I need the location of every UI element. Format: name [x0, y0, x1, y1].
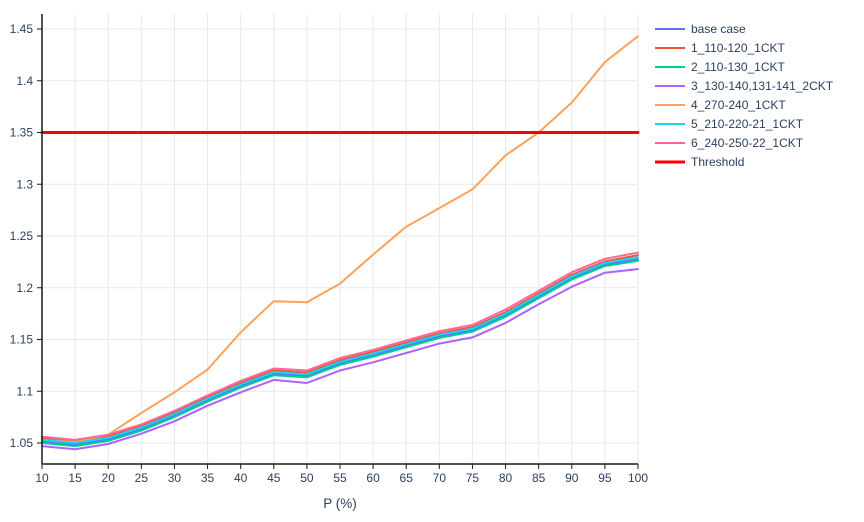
legend-label-2: 2_110-130_1CKT	[691, 60, 786, 74]
legend-item-7[interactable]: Threshold	[655, 155, 744, 169]
legend-label-6: 6_240-250-22_1CKT	[691, 136, 804, 150]
x-tick-label: 30	[168, 471, 182, 485]
x-tick-label: 25	[135, 471, 149, 485]
x-tick-label: 20	[102, 471, 116, 485]
y-tick-label: 1.1	[16, 384, 33, 398]
y-tick-label: 1.3	[16, 177, 33, 191]
series-line-5[interactable]	[41, 256, 639, 444]
x-tick-label: 65	[400, 471, 414, 485]
legend-item-3[interactable]: 3_130-140,131-141_2CKT	[655, 79, 834, 93]
x-tick-label: 45	[267, 471, 281, 485]
x-tick-label: 15	[68, 471, 82, 485]
x-tick-label: 70	[433, 471, 447, 485]
y-tick-label: 1.35	[10, 126, 34, 140]
tick-labels: 10 15 20 25 30 35 40 45 50 55 60 65 70 75 80 85 90 95 100 1…	[10, 22, 649, 485]
legend-item-6[interactable]: 6_240-250-22_1CKT	[655, 136, 804, 150]
series-line-2[interactable]	[41, 259, 639, 448]
legend-item-2[interactable]: 2_110-130_1CKT	[655, 60, 786, 74]
series-line-0[interactable]	[41, 258, 639, 446]
x-tick-label: 75	[466, 471, 480, 485]
y-tick-label: 1.05	[10, 436, 34, 450]
x-tick-label: 85	[532, 471, 546, 485]
legend-label-7: Threshold	[691, 155, 744, 169]
legend-item-1[interactable]: 1_110-120_1CKT	[655, 41, 786, 55]
x-tick-label: 95	[598, 471, 612, 485]
legend-item-0[interactable]: base case	[655, 22, 746, 36]
x-tick-label: 40	[234, 471, 248, 485]
x-tick-label: 55	[333, 471, 347, 485]
x-tick-label: 50	[300, 471, 314, 485]
legend: base case 1_110-120_1CKT 2_110-130_1CKT 3_1…	[655, 22, 834, 169]
legend-item-4[interactable]: 4_270-240_1CKT	[655, 98, 786, 112]
series-line-6[interactable]	[41, 251, 639, 441]
legend-label-4: 4_270-240_1CKT	[691, 98, 786, 112]
series-lines	[40, 35, 640, 451]
y-tick-label: 1.45	[10, 22, 34, 36]
legend-label-5: 5_210-220-21_1CKT	[691, 117, 804, 131]
x-tick-label: 90	[565, 471, 579, 485]
legend-item-5[interactable]: 5_210-220-21_1CKT	[655, 117, 804, 131]
legend-label-0: base case	[691, 22, 746, 36]
x-axis-title: P (%)	[323, 496, 357, 511]
series-line-1[interactable]	[41, 254, 639, 443]
x-tick-label: 35	[201, 471, 215, 485]
x-tick-label: 60	[366, 471, 380, 485]
x-tick-label: 100	[628, 471, 648, 485]
series-line-3[interactable]	[41, 268, 639, 451]
legend-label-3: 3_130-140,131-141_2CKT	[691, 79, 834, 93]
x-tick-label: 80	[499, 471, 513, 485]
y-tick-label: 1.4	[16, 74, 33, 88]
tick-marks	[37, 28, 639, 469]
x-tick-label: 10	[35, 471, 49, 485]
y-tick-label: 1.2	[16, 281, 33, 295]
legend-label-1: 1_110-120_1CKT	[691, 41, 786, 55]
plot-area[interactable]	[42, 14, 638, 464]
y-tick-label: 1.15	[10, 333, 34, 347]
y-tick-label: 1.25	[10, 229, 34, 243]
